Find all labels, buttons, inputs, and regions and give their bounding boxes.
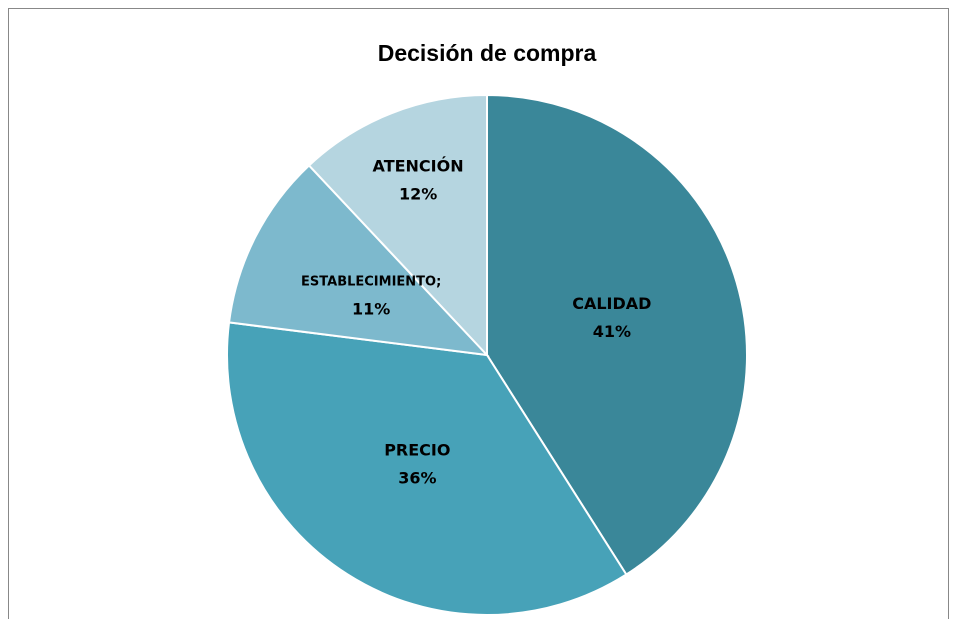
slice-label: PRECIO — [384, 440, 450, 459]
pie-slice — [227, 164, 490, 357]
slice-label: CALIDAD — [572, 294, 651, 313]
pie-slice — [226, 321, 628, 616]
slice-value-label: 41% — [593, 322, 631, 341]
chart-title: Decisión de compra — [378, 40, 597, 66]
slice-value-label: 36% — [398, 468, 436, 487]
slice-label: ATENCIÓN — [373, 156, 464, 175]
pie-slice — [307, 93, 488, 358]
slice-value-label: 12% — [399, 184, 437, 203]
slice-value-label: 11% — [352, 299, 390, 318]
slice-label: ESTABLECIMIENTO; — [301, 274, 441, 289]
pie-slice — [486, 93, 748, 576]
